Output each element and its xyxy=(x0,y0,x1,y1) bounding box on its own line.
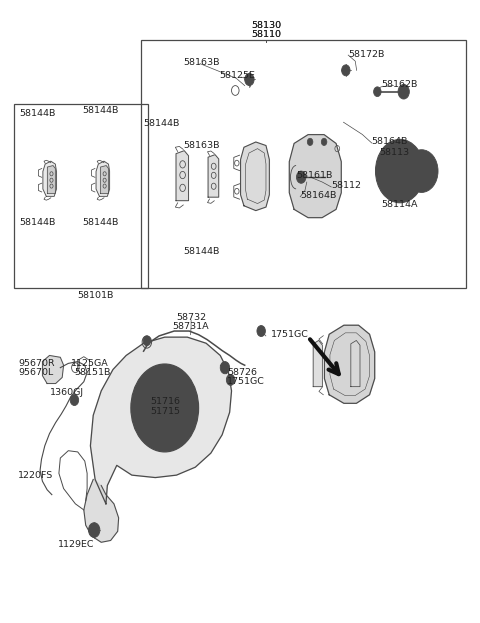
Circle shape xyxy=(405,150,438,193)
Circle shape xyxy=(373,87,381,97)
Text: 58731A: 58731A xyxy=(173,322,209,331)
Text: 58164B: 58164B xyxy=(372,137,408,146)
Text: 58163B: 58163B xyxy=(183,141,220,150)
Polygon shape xyxy=(240,142,269,211)
Text: 58114A: 58114A xyxy=(381,199,418,209)
Circle shape xyxy=(70,394,79,406)
Circle shape xyxy=(131,364,199,452)
Circle shape xyxy=(342,65,350,76)
Circle shape xyxy=(321,138,327,146)
Polygon shape xyxy=(176,151,189,201)
Circle shape xyxy=(398,84,409,99)
Text: 58101B: 58101B xyxy=(78,290,114,300)
Text: 58144B: 58144B xyxy=(19,108,55,118)
Bar xyxy=(14,104,148,288)
Circle shape xyxy=(391,159,409,183)
Text: 95670R: 95670R xyxy=(18,359,55,368)
Text: 58110: 58110 xyxy=(251,30,281,39)
Text: 58144B: 58144B xyxy=(183,247,220,256)
Text: 95670L: 95670L xyxy=(18,368,53,377)
Text: 58161B: 58161B xyxy=(297,171,333,181)
Circle shape xyxy=(220,361,229,374)
Polygon shape xyxy=(289,135,341,217)
Text: 51715: 51715 xyxy=(151,407,180,416)
Polygon shape xyxy=(313,340,323,387)
Text: 58112: 58112 xyxy=(331,181,361,190)
Text: 58125E: 58125E xyxy=(219,71,255,80)
Circle shape xyxy=(257,326,265,336)
Text: 1751GC: 1751GC xyxy=(271,330,309,339)
Polygon shape xyxy=(90,337,231,504)
Text: 58172B: 58172B xyxy=(348,50,384,59)
Circle shape xyxy=(411,158,432,184)
Text: 58144B: 58144B xyxy=(19,219,55,227)
Circle shape xyxy=(155,394,175,421)
Bar xyxy=(141,40,466,288)
Text: 1125GA: 1125GA xyxy=(71,359,108,368)
Polygon shape xyxy=(324,325,375,403)
Circle shape xyxy=(297,171,306,183)
Polygon shape xyxy=(43,161,57,196)
Text: 58113: 58113 xyxy=(379,148,409,157)
Polygon shape xyxy=(96,161,109,196)
Text: 58162B: 58162B xyxy=(381,80,418,89)
Polygon shape xyxy=(101,166,108,193)
Text: 58144B: 58144B xyxy=(144,119,180,128)
Circle shape xyxy=(143,336,151,346)
Text: 1129EC: 1129EC xyxy=(58,540,94,549)
Text: 58130: 58130 xyxy=(251,21,281,31)
Text: 58130: 58130 xyxy=(251,21,281,31)
Text: 58164B: 58164B xyxy=(300,191,336,200)
Text: 58732: 58732 xyxy=(176,313,206,322)
Text: 58151B: 58151B xyxy=(74,368,111,377)
Text: 58144B: 58144B xyxy=(83,219,119,227)
Text: 51716: 51716 xyxy=(151,397,180,406)
Circle shape xyxy=(307,138,313,146)
Polygon shape xyxy=(84,480,119,542)
Circle shape xyxy=(88,523,100,538)
Polygon shape xyxy=(208,155,219,197)
Polygon shape xyxy=(351,340,360,387)
Circle shape xyxy=(245,74,254,85)
Text: 58144B: 58144B xyxy=(83,105,119,115)
Text: 1220FS: 1220FS xyxy=(18,470,53,480)
Text: 1360GJ: 1360GJ xyxy=(49,388,84,397)
Circle shape xyxy=(227,374,235,386)
Circle shape xyxy=(382,148,418,194)
Text: 58163B: 58163B xyxy=(183,58,220,67)
Polygon shape xyxy=(42,356,63,384)
Text: 1751GC: 1751GC xyxy=(227,377,264,386)
Circle shape xyxy=(142,379,187,437)
Circle shape xyxy=(375,140,424,203)
Text: 58110: 58110 xyxy=(251,30,281,39)
Polygon shape xyxy=(48,166,55,193)
Text: 58726: 58726 xyxy=(227,368,257,377)
